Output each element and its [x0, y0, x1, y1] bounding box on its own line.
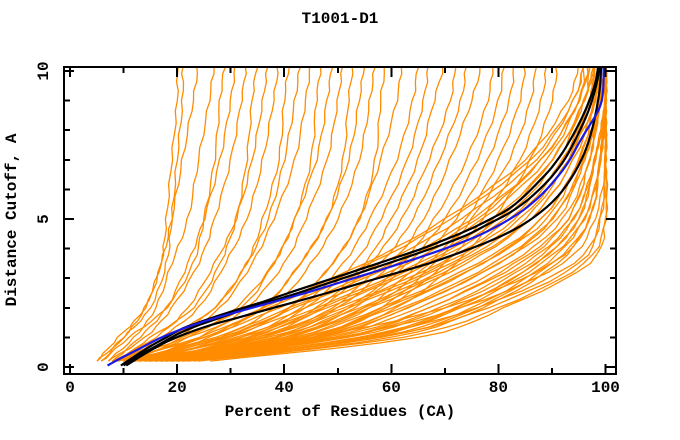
ensemble-curve [138, 68, 376, 362]
axes-layer [63, 66, 617, 375]
y-tick-label: 10 [35, 61, 53, 80]
highlight-black-curve [125, 68, 603, 367]
plot-border [63, 66, 617, 375]
x-tick-label: 100 [591, 379, 620, 397]
ensemble-curve [197, 68, 609, 362]
chart-title: T1001-D1 [301, 10, 379, 28]
ensemble-curve [154, 68, 419, 362]
highlight-black-curve [122, 68, 601, 367]
ensemble-curve [100, 68, 226, 362]
ensemble-curve [172, 68, 494, 362]
ensemble-curve [143, 68, 601, 362]
ensemble-curve [161, 68, 444, 362]
y-tick-label: 0 [35, 362, 53, 372]
x-tick-label: 20 [167, 379, 186, 397]
curve-layer [96, 68, 609, 367]
y-axis-label: Distance Cutoff, A [3, 133, 21, 306]
x-tick-label: 0 [65, 379, 75, 397]
ensemble-curve [122, 68, 594, 362]
ensemble-curve [128, 68, 334, 362]
ensemble-curve [144, 68, 366, 362]
highlight-blue-curve [106, 68, 605, 367]
x-tick-label: 60 [382, 379, 401, 397]
ensemble-curve [145, 68, 403, 362]
ensemble-curve [96, 68, 179, 362]
ensemble-curve [123, 68, 279, 362]
ensemble-curve [100, 68, 185, 362]
ensemble-curve [112, 68, 236, 362]
ensemble-curve [165, 68, 505, 362]
tick-label-layer: 0 20 40 60 80 100 0 5 10 [35, 61, 620, 397]
ensemble-curve [96, 68, 199, 362]
ensemble-curve [108, 68, 247, 362]
ensemble-curve [155, 68, 457, 362]
ensemble-curve [156, 68, 601, 362]
y-tick-label: 5 [35, 214, 53, 224]
x-tick-label: 40 [275, 379, 294, 397]
ensemble-curve [138, 68, 343, 362]
ensemble-curve [210, 68, 609, 362]
ensemble-curve [117, 68, 259, 362]
x-axis-label: Percent of Residues (CA) [225, 403, 455, 421]
ensemble-curve [111, 68, 269, 362]
ensemble-curve [193, 68, 608, 362]
ensemble-curve [117, 68, 584, 362]
ensemble-curve [107, 68, 215, 362]
x-tick-label: 80 [489, 379, 508, 397]
ensemble-curve [113, 68, 579, 362]
